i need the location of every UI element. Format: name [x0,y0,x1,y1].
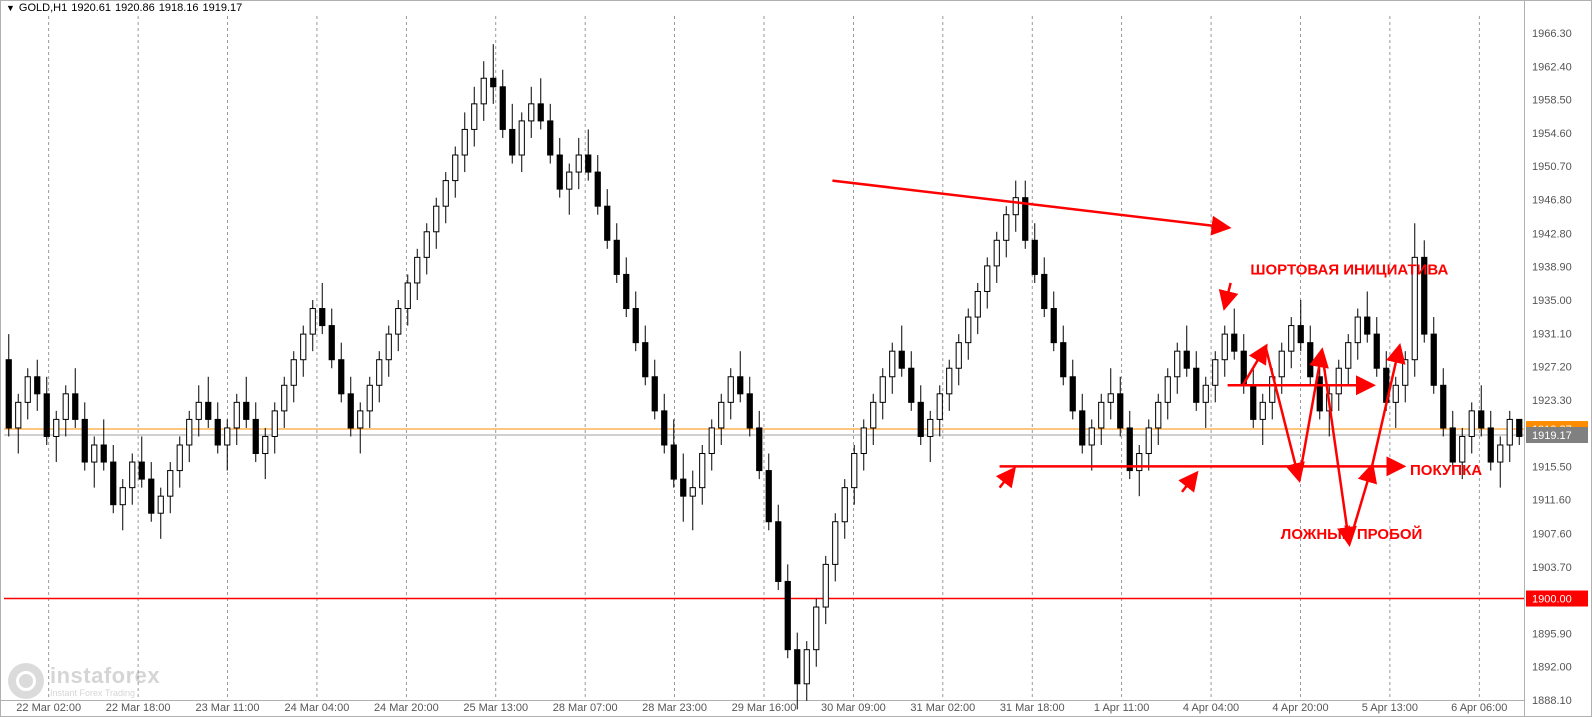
svg-text:ШОРТОВАЯ ИНИЦИАТИВА: ШОРТОВАЯ ИНИЦИАТИВА [1250,261,1448,278]
svg-text:28 Mar 23:00: 28 Mar 23:00 [642,702,707,714]
svg-text:1895.90: 1895.90 [1532,628,1572,640]
svg-text:1927.20: 1927.20 [1532,362,1572,374]
svg-text:30 Mar 09:00: 30 Mar 09:00 [821,702,886,714]
svg-text:1911.60: 1911.60 [1532,495,1571,507]
svg-text:1935.00: 1935.00 [1532,295,1572,307]
svg-text:1954.60: 1954.60 [1532,128,1572,140]
svg-text:1931.10: 1931.10 [1532,328,1572,340]
svg-text:1903.70: 1903.70 [1532,562,1572,574]
svg-text:1962.40: 1962.40 [1532,61,1572,73]
svg-text:1942.80: 1942.80 [1532,228,1572,240]
svg-text:1919.17: 1919.17 [1532,430,1572,442]
svg-text:23 Mar 11:00: 23 Mar 11:00 [196,702,260,714]
chart-root: ▼ GOLD,H1 1920.61 1920.86 1918.16 1919.1… [0,0,1592,717]
svg-text:4 Apr 04:00: 4 Apr 04:00 [1183,702,1239,714]
svg-text:1 Apr 11:00: 1 Apr 11:00 [1094,702,1149,714]
svg-text:1892.00: 1892.00 [1532,662,1572,674]
svg-text:1907.60: 1907.60 [1532,529,1572,541]
svg-text:1958.50: 1958.50 [1532,95,1572,107]
svg-text:1923.30: 1923.30 [1532,395,1572,407]
svg-text:6 Apr 06:00: 6 Apr 06:00 [1451,702,1507,714]
svg-text:22 Mar 18:00: 22 Mar 18:00 [106,702,171,714]
svg-text:24 Mar 20:00: 24 Mar 20:00 [374,702,439,714]
chart-canvas[interactable]: 22 Mar 02:00 22 Mar 18:00 23 Mar 11:00 24 M… [0,0,1592,717]
svg-text:31 Mar 02:00: 31 Mar 02:00 [910,702,975,714]
svg-text:31 Mar 18:00: 31 Mar 18:00 [1000,702,1065,714]
svg-text:1938.90: 1938.90 [1532,262,1572,274]
svg-text:24 Mar 04:00: 24 Mar 04:00 [285,702,350,714]
svg-text:4 Apr 20:00: 4 Apr 20:00 [1272,702,1328,714]
svg-text:ПОКУПКА: ПОКУПКА [1410,462,1482,479]
svg-text:1888.10: 1888.10 [1532,695,1572,707]
svg-text:1966.30: 1966.30 [1532,28,1572,40]
svg-text:1915.50: 1915.50 [1532,461,1572,473]
svg-text:22 Mar 02:00: 22 Mar 02:00 [16,702,81,714]
svg-text:1900.00: 1900.00 [1532,594,1572,606]
svg-text:1950.70: 1950.70 [1532,161,1572,173]
svg-text:5 Apr 13:00: 5 Apr 13:00 [1362,702,1418,714]
svg-text:29 Mar 16:00: 29 Mar 16:00 [732,702,797,714]
svg-text:1946.80: 1946.80 [1532,194,1572,206]
svg-text:ЛОЖНЫЙ ПРОБОЙ: ЛОЖНЫЙ ПРОБОЙ [1281,525,1423,543]
svg-text:28 Mar 07:00: 28 Mar 07:00 [553,702,618,714]
svg-text:25 Mar 13:00: 25 Mar 13:00 [463,702,528,714]
